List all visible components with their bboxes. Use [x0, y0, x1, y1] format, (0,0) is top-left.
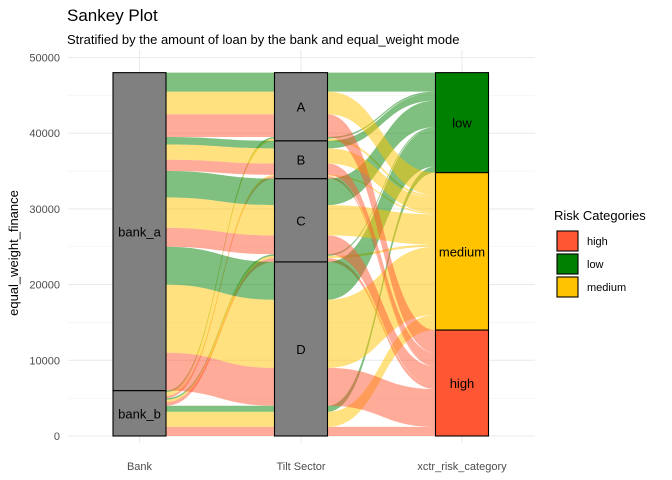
y-tick-label: 20000 [29, 280, 60, 292]
y-tick-label: 10000 [29, 355, 60, 367]
stratum-label: B [297, 153, 306, 168]
flow-sector-risk [327, 93, 436, 149]
flow-bank-sector [166, 227, 275, 255]
legend-swatch [556, 253, 579, 275]
stratum-label: D [296, 342, 305, 357]
flow-bank-sector [166, 144, 275, 164]
y-tick-label: 30000 [29, 204, 60, 216]
legend-label: low [587, 259, 604, 271]
axis-layer: 0 10000 20000 30000 40000 50000 Bank Tilt Secto… [29, 53, 507, 474]
stratum-label: low [452, 116, 472, 131]
x-tick-label: Tilt Sector [276, 461, 325, 473]
y-tick-label: 40000 [29, 128, 60, 140]
legend: Risk Categories high low medium [554, 208, 646, 298]
flow-bank-sector [166, 114, 275, 137]
flow-bank-sector [166, 159, 275, 175]
stratum-box [273, 140, 329, 180]
chart-subtitle: Stratified by the amount of loan by the … [67, 32, 459, 47]
stratum-label: A [297, 100, 306, 115]
stratum-box [273, 72, 329, 142]
flow-sector-risk [327, 72, 436, 92]
legend-swatch [556, 230, 579, 252]
y-tick-label: 0 [54, 431, 60, 443]
flow-sector-risk [327, 91, 436, 139]
flow-sector-risk [327, 235, 436, 386]
flow-layer [166, 72, 436, 436]
flow-sector-risk [327, 174, 436, 215]
stratum-box [434, 329, 490, 437]
flow-sector-risk [327, 91, 436, 196]
flow-bank-sector [166, 91, 275, 115]
stratum-label: medium [439, 244, 485, 259]
stratum-box [434, 72, 490, 174]
stratum-box [434, 172, 490, 331]
flow-bank-sector [166, 246, 275, 300]
stratum-label: high [450, 376, 475, 391]
x-tick-label: xctr_risk_category [417, 461, 507, 473]
flow-bank-sector [166, 352, 275, 406]
stratum-box [273, 178, 329, 263]
flow-bank-sector [166, 426, 275, 436]
flow-sector-risk [327, 176, 436, 367]
stratum-label: bank_b [118, 406, 161, 421]
legend-label: high [587, 236, 608, 248]
flow-bank-sector [166, 136, 275, 149]
flow-bank-sector [166, 405, 275, 412]
flow-sector-risk [327, 148, 436, 213]
y-tick-label: 50000 [29, 53, 60, 65]
stratum-box [273, 261, 329, 437]
stratum-box [112, 72, 167, 392]
legend-swatch [556, 276, 579, 298]
legend-title: Risk Categories [554, 208, 646, 223]
flow-bank-sector [166, 72, 275, 92]
legend-label: medium [587, 282, 626, 294]
stratum-label: bank_a [118, 225, 161, 240]
flow-sector-risk [327, 426, 436, 436]
flow-sector-risk [327, 367, 436, 427]
flow-bank-sector [166, 171, 275, 206]
chart-title: Sankey Plot [67, 6, 158, 25]
flow-bank-sector [166, 197, 275, 236]
stratum-label: C [296, 213, 305, 228]
stratum-box [112, 390, 167, 437]
flow-sector-risk [327, 163, 436, 365]
flow-sector-risk [327, 138, 436, 198]
flow-sector-risk [327, 114, 436, 353]
flow-sector-risk [327, 314, 436, 427]
flow-bank-sector [166, 284, 275, 368]
x-tick-label: Bank [127, 461, 153, 473]
flow-sector-risk [327, 127, 436, 256]
flow-bank-sector [166, 411, 275, 427]
y-axis-title: equal_weight_finance [6, 190, 21, 316]
